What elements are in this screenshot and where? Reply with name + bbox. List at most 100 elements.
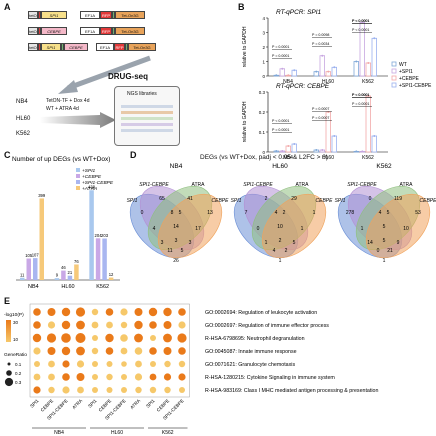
gradient-arrow: [40, 112, 116, 128]
dot: [164, 386, 171, 394]
arrow-head: [58, 80, 78, 94]
tet-on-box: Tet-On3G: [115, 11, 145, 19]
dot: [149, 373, 157, 381]
bar: [365, 62, 371, 77]
read-bar: [121, 111, 173, 114]
bar-value-label: 21: [68, 270, 73, 275]
column-label: SPI1: [87, 398, 98, 409]
data-point: [355, 150, 358, 153]
venn-set-label: SPI1-CEBPE: [243, 182, 273, 188]
venn-region-count: 4: [273, 248, 276, 254]
bar-value-label: 11: [20, 272, 25, 277]
pvalue-label: P < 0.0001: [352, 93, 369, 97]
venn-region-count: 4: [379, 210, 382, 216]
dot: [177, 333, 187, 343]
data-point: [333, 66, 336, 69]
dot: [33, 308, 41, 316]
dot: [61, 333, 71, 343]
drugseq-title: DRUG-seq: [108, 72, 149, 81]
dot: [105, 347, 114, 355]
venn-region-count: 0: [377, 248, 380, 254]
chart-title: RT-qPCR: CEBPE: [276, 83, 330, 90]
pvalue-label: P = 0.0007: [312, 116, 329, 120]
rfp-box: RFP: [100, 11, 112, 19]
bar-value-label: 9: [56, 273, 59, 278]
y-axis-label: relative to GAPDH: [242, 26, 248, 67]
dot: [76, 360, 85, 368]
venn-set-label: CEBPE: [212, 198, 230, 204]
data-point: [355, 60, 358, 63]
venn-region-count: 3: [161, 240, 164, 246]
dot: [46, 333, 57, 343]
bar-value-label: 107: [32, 253, 40, 258]
dot: [106, 361, 113, 367]
size-legend-tick: 0.1: [15, 362, 22, 367]
dot: [75, 333, 86, 343]
venn-region-count: 7: [245, 210, 248, 216]
panel-a-arrow: [58, 55, 151, 94]
dot: [163, 321, 172, 329]
x-tick-label: NB4: [283, 79, 293, 85]
venn-ellipse: [365, 193, 431, 259]
dot: [120, 321, 128, 329]
bar: [371, 37, 377, 77]
bar: [102, 238, 107, 280]
term-label: GO:0002694: Regulation of leukocyte acti…: [205, 310, 317, 316]
dotplot-frame: [29, 303, 190, 398]
dot: [76, 320, 85, 330]
panel-d-title: DEGs (vs WT+Dox, padj < 0.05 & L2FC > 0): [200, 154, 329, 161]
dot: [150, 335, 156, 341]
venn-region-count: 1: [383, 258, 386, 264]
dot: [178, 373, 186, 381]
promoter-mark: [38, 11, 41, 19]
bar: [108, 277, 114, 280]
panel-c-deg-chart: Number of up DEGs (vs WT+Dox) +SPI1+CEBPE…: [12, 156, 120, 290]
teto-box: tetO: [28, 27, 38, 35]
column-label: ATRA: [71, 398, 84, 411]
dot: [62, 360, 70, 368]
venn-set-label: SPI1-CEBPE: [347, 182, 377, 188]
venn-region-count: 2: [285, 248, 288, 254]
venn-cell-line: K562: [376, 163, 392, 170]
y-tick-label: 4: [262, 16, 265, 21]
ef1a-box: EF1A: [96, 43, 114, 51]
tet-on-box: Tet-On3G: [128, 43, 156, 51]
data-point: [373, 37, 376, 40]
dot: [106, 387, 113, 393]
y-tick-label: 0.3: [259, 90, 266, 95]
pvalue-label: P = 0.0001: [272, 128, 289, 132]
bar: [61, 270, 66, 280]
legend-label: +ATRA: [82, 186, 97, 192]
tet-on-box: Tet-On3G: [115, 27, 145, 35]
dot: [120, 334, 128, 342]
venn-region-count: 65: [159, 196, 165, 202]
venn-region-count: 41: [187, 196, 193, 202]
column-label: ATRA: [129, 398, 142, 411]
venn-set-label: ATRA: [192, 182, 206, 188]
ngs-read-schematic: [121, 105, 173, 132]
data-point: [367, 61, 370, 64]
rfp-box: RFP: [114, 43, 125, 51]
ngs-label: NGS libraries: [127, 91, 157, 97]
legend-label: WT: [399, 62, 407, 68]
dot: [77, 386, 84, 394]
chart-title: RT-qPCR: SPI1: [276, 9, 322, 16]
venn-region-count: 2: [283, 210, 286, 216]
dot: [178, 360, 186, 368]
bar: [331, 135, 337, 153]
dot: [33, 321, 41, 329]
venn-ellipse: [261, 193, 327, 259]
dot: [33, 373, 41, 381]
venn-region-count: 0: [257, 226, 260, 232]
cell-line-hl60: HL60: [16, 116, 31, 122]
term-label: GO:0071621: Granulocyte chemotaxis: [205, 362, 295, 368]
pvalue-label: P < 0.0001: [352, 19, 369, 23]
dot: [163, 373, 172, 381]
venn-ellipse: [157, 193, 223, 259]
y-tick-label: 1: [262, 60, 265, 65]
dot: [106, 321, 113, 329]
bar: [20, 277, 25, 280]
dot: [47, 308, 56, 316]
bar: [89, 190, 94, 280]
